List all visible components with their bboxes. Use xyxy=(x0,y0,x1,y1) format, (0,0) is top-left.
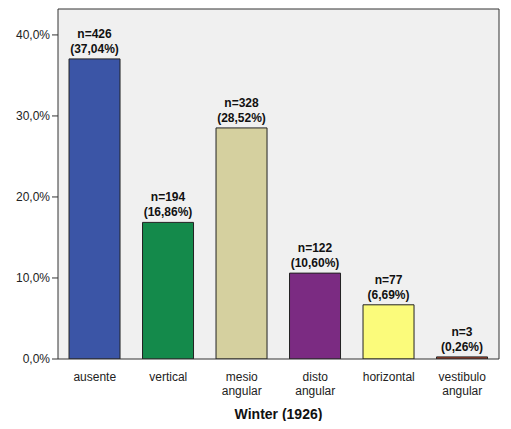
svg-text:10,0%: 10,0% xyxy=(16,271,50,285)
svg-text:30,0%: 30,0% xyxy=(16,109,50,123)
svg-text:horizontal: horizontal xyxy=(363,370,415,384)
svg-text:vestibuloangular: vestibuloangular xyxy=(439,370,487,398)
svg-text:ausente: ausente xyxy=(73,370,116,384)
svg-text:n=77(6,69%): n=77(6,69%) xyxy=(368,273,410,302)
svg-text:distoangular: distoangular xyxy=(295,370,335,398)
svg-text:40,0%: 40,0% xyxy=(16,28,50,42)
svg-text:mesioangular: mesioangular xyxy=(222,370,262,398)
svg-text:Winter (1926): Winter (1926) xyxy=(235,406,323,421)
svg-text:vertical: vertical xyxy=(149,370,187,384)
svg-text:n=194(16,86%): n=194(16,86%) xyxy=(144,190,193,219)
svg-text:0,0%: 0,0% xyxy=(23,352,51,366)
svg-text:n=328(28,52%): n=328(28,52%) xyxy=(217,96,266,125)
svg-text:n=426(37,04%): n=426(37,04%) xyxy=(70,27,119,56)
svg-text:20,0%: 20,0% xyxy=(16,190,50,204)
svg-text:n=122(10,60%): n=122(10,60%) xyxy=(291,241,340,270)
svg-text:n=3(0,26%): n=3(0,26%) xyxy=(441,325,483,354)
